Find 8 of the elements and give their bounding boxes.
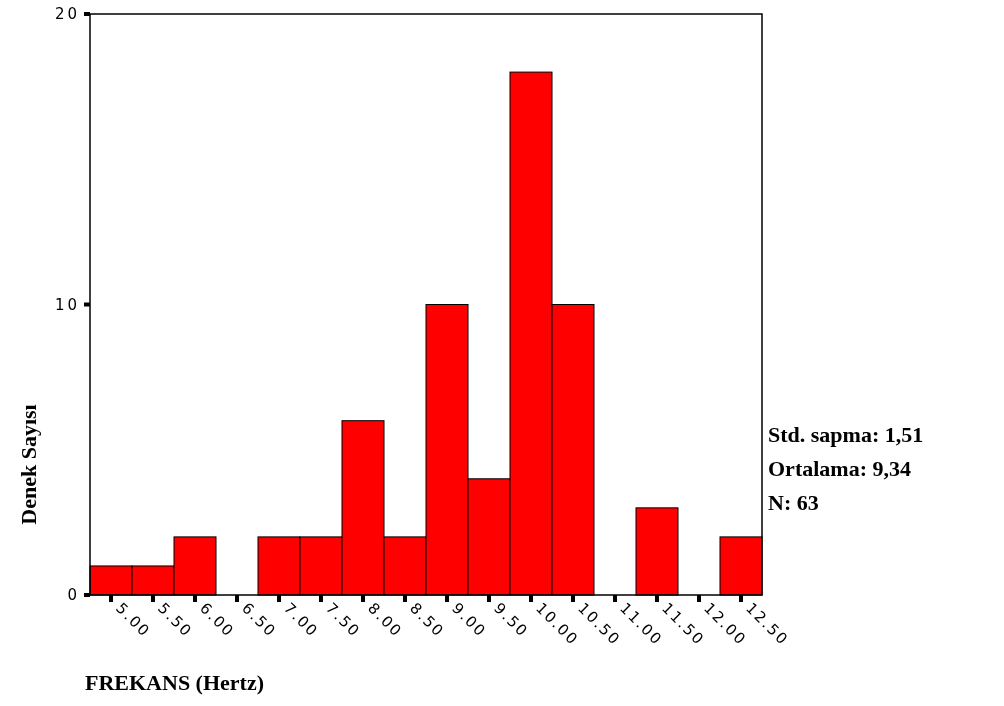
y-tick-label: 10: [54, 295, 80, 314]
x-axis-title: FREKANS (Hertz): [85, 670, 265, 695]
y-tick-label: 0: [67, 586, 80, 605]
text: N: 63: [768, 490, 819, 515]
y-tick-label: 20: [54, 5, 80, 24]
text: Std. sapma: 1,51: [768, 422, 924, 447]
y-axis-title: Denek Sayısı: [16, 404, 41, 525]
text: Ortalama: 9,34: [768, 456, 911, 481]
